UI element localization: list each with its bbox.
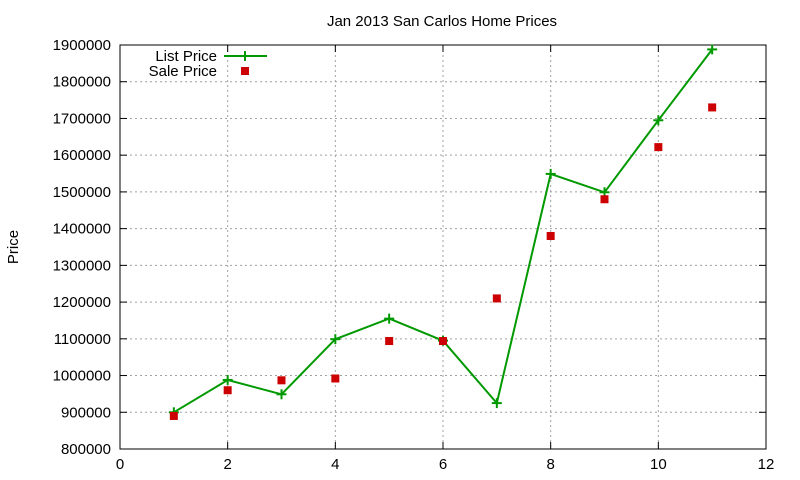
list-price-point xyxy=(707,44,718,55)
x-tick-label: 8 xyxy=(546,456,554,473)
x-tick-label: 10 xyxy=(650,456,667,473)
y-tick-label: 1600000 xyxy=(53,147,111,164)
sale-price-point xyxy=(169,411,178,420)
y-tick-label: 1300000 xyxy=(53,257,111,274)
sale-price-point xyxy=(654,143,663,152)
y-tick-label: 800000 xyxy=(61,441,111,458)
sale-price-point xyxy=(439,337,447,346)
y-tick-label: 1900000 xyxy=(53,37,111,54)
list-price-point xyxy=(384,313,395,324)
list-price-point xyxy=(330,334,341,345)
legend-label-list-price: List Price xyxy=(155,48,217,65)
x-tick-label: 2 xyxy=(223,456,231,473)
legend-marker-list-price xyxy=(240,51,250,61)
list-price-point xyxy=(222,374,233,385)
y-axis-label: Price xyxy=(5,230,22,264)
legend: List Price Sale Price xyxy=(149,48,267,80)
sale-price-point xyxy=(492,294,501,303)
sale-price-point xyxy=(600,195,609,204)
series-layer xyxy=(168,44,718,420)
list-price-point xyxy=(545,168,556,179)
y-tick-label: 1200000 xyxy=(53,294,111,311)
y-tick-label: 1100000 xyxy=(54,331,111,348)
y-tick-label: 900000 xyxy=(61,404,111,421)
y-axis: 800000 900000 1000000 1100000 1200000 1300000… xyxy=(53,37,766,458)
list-price-point xyxy=(276,389,287,400)
sale-price-point xyxy=(223,386,232,395)
chart-title: Jan 2013 San Carlos Home Prices xyxy=(327,13,557,30)
sale-price-point xyxy=(708,103,717,112)
x-tick-label: 0 xyxy=(116,456,124,473)
x-tick-label: 6 xyxy=(439,456,447,473)
y-tick-label: 1400000 xyxy=(53,221,111,238)
legend-marker-sale-price xyxy=(241,67,249,75)
sale-price-point xyxy=(546,231,555,240)
x-tick-label: 4 xyxy=(331,456,339,473)
y-tick-label: 1500000 xyxy=(53,184,111,201)
legend-label-sale-price: Sale Price xyxy=(149,63,217,80)
sale-price-point xyxy=(331,374,340,383)
y-tick-label: 1800000 xyxy=(53,74,111,91)
sale-price-point xyxy=(385,337,394,346)
y-tick-label: 1000000 xyxy=(53,368,111,385)
y-tick-label: 1700000 xyxy=(53,110,111,127)
list-price-point xyxy=(491,398,502,409)
list-price-point xyxy=(653,115,664,126)
sale-price-point xyxy=(277,376,286,385)
x-tick-label: 12 xyxy=(758,456,775,473)
x-axis: 0 2 4 6 8 10 12 xyxy=(116,45,775,473)
